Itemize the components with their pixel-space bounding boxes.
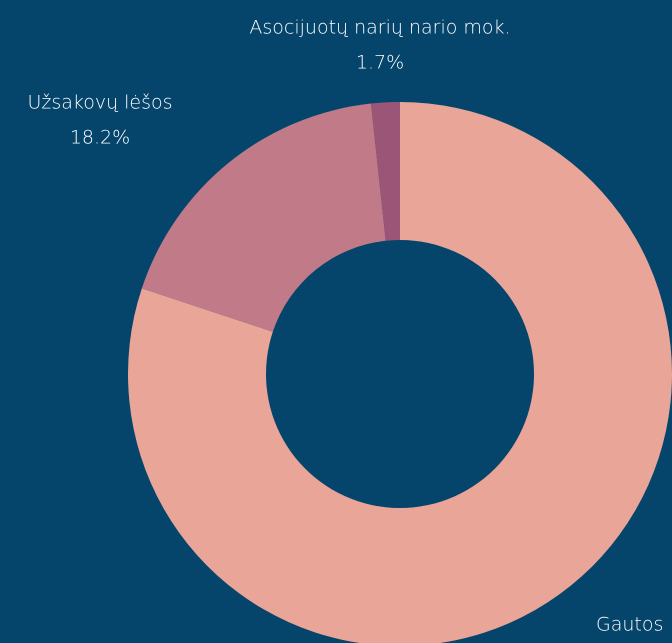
slice-value-label: 1.7% (356, 52, 404, 74)
donut-slice (128, 102, 672, 643)
slice-label: Gautos (596, 614, 663, 636)
donut-slice (141, 103, 386, 332)
slice-label: Asocijuotų narių nario mok. (249, 17, 510, 39)
donut-slice (371, 102, 400, 241)
slice-label: Užsakovų lėšos (27, 92, 172, 114)
slice-value-label: 18.2% (70, 127, 130, 149)
